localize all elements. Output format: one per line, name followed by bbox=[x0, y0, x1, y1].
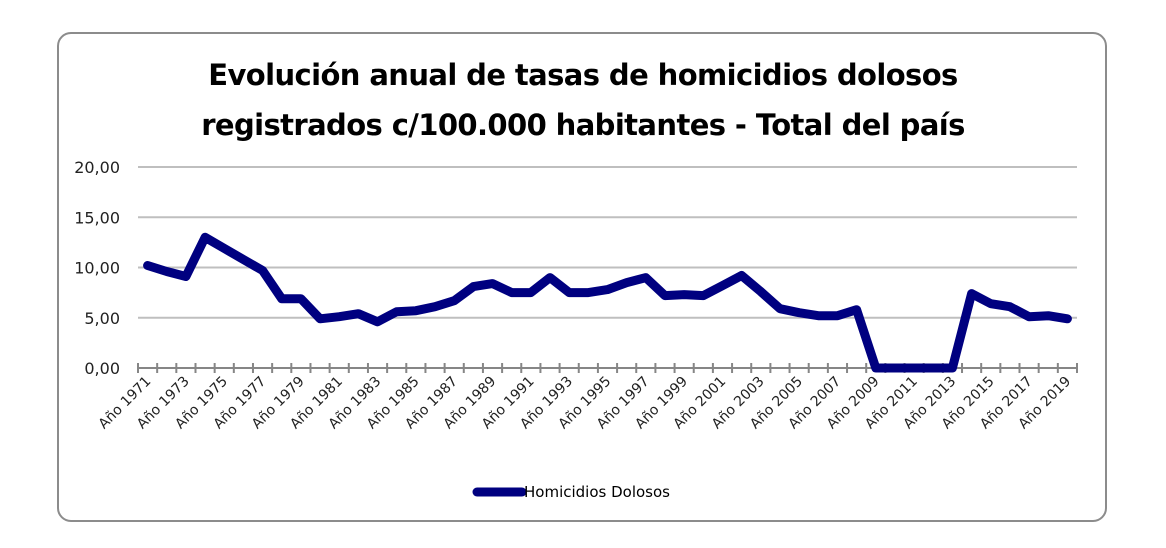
y-tick-label: 10,00 bbox=[74, 259, 120, 278]
chart-frame bbox=[57, 32, 1107, 522]
gridlines bbox=[138, 166, 1077, 319]
chart-title-line-1: Evolución anual de tasas de homicidios d… bbox=[208, 58, 958, 92]
y-tick-label: 0,00 bbox=[84, 359, 120, 378]
legend-label: Homicidios Dolosos bbox=[524, 483, 670, 501]
y-tick-label: 20,00 bbox=[74, 158, 120, 177]
chart-title-line-2: registrados c/100.000 habitantes - Total… bbox=[201, 108, 965, 142]
legend: Homicidios Dolosos bbox=[472, 483, 670, 501]
y-tick-label: 15,00 bbox=[74, 208, 120, 227]
y-axis: 0,00 5,00 10,00 15,00 20,00 bbox=[74, 158, 120, 378]
chart-title: Evolución anual de tasas de homicidios d… bbox=[0, 50, 1166, 150]
series-line-homicidios-dolosos bbox=[143, 232, 1072, 373]
y-tick-label: 5,00 bbox=[84, 309, 120, 328]
series-layer bbox=[143, 232, 1072, 373]
